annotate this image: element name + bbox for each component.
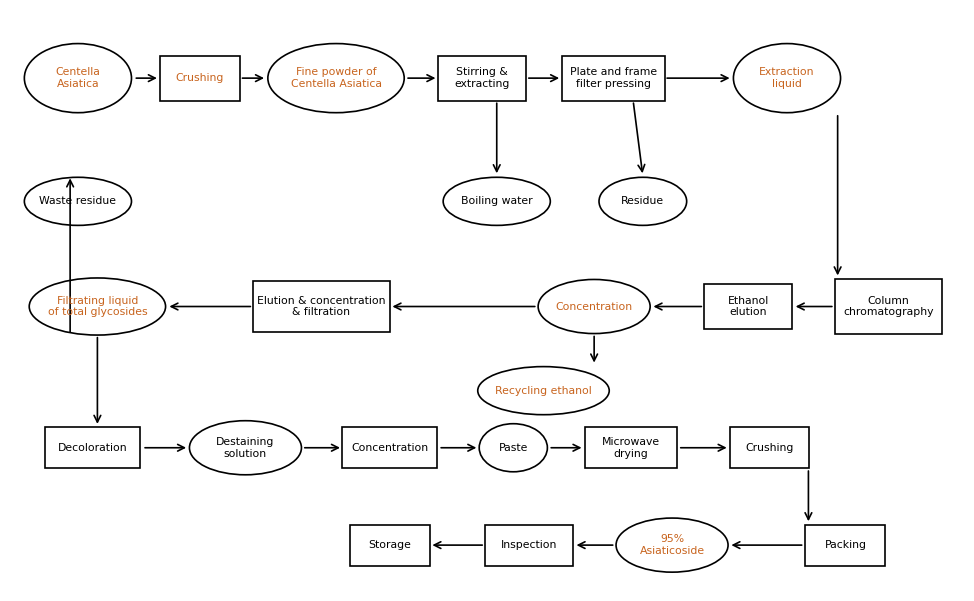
Text: Column
chromatography: Column chromatography: [843, 296, 933, 317]
Text: Waste residue: Waste residue: [39, 197, 117, 206]
Text: Extraction
liquid: Extraction liquid: [760, 67, 814, 89]
Bar: [835, 279, 942, 334]
Bar: [704, 284, 792, 329]
Bar: [160, 55, 240, 100]
Text: Stirring &
extracting: Stirring & extracting: [455, 67, 509, 89]
Text: Filtrating liquid
of total glycosides: Filtrating liquid of total glycosides: [48, 296, 147, 317]
Text: Ethanol
elution: Ethanol elution: [728, 296, 768, 317]
Bar: [563, 55, 664, 100]
Text: Inspection: Inspection: [501, 540, 557, 550]
Text: Storage: Storage: [368, 540, 411, 550]
Text: Boiling water: Boiling water: [461, 197, 533, 206]
Text: Elution & concentration
& filtration: Elution & concentration & filtration: [257, 296, 386, 317]
Text: Residue: Residue: [621, 197, 664, 206]
Text: Plate and frame
filter pressing: Plate and frame filter pressing: [570, 67, 657, 89]
Text: Decoloration: Decoloration: [57, 443, 128, 453]
Text: Concentration: Concentration: [351, 443, 429, 453]
Bar: [438, 55, 526, 100]
Bar: [350, 525, 430, 566]
Text: Packing: Packing: [824, 540, 867, 550]
Text: Recycling ethanol: Recycling ethanol: [495, 386, 592, 395]
Text: Crushing: Crushing: [175, 73, 224, 83]
Text: Crushing: Crushing: [745, 443, 794, 453]
Bar: [253, 281, 390, 332]
Bar: [342, 427, 437, 468]
Text: Fine powder of
Centella Asiatica: Fine powder of Centella Asiatica: [290, 67, 382, 89]
Text: 95%
Asiaticoside: 95% Asiaticoside: [640, 534, 704, 556]
Bar: [584, 427, 678, 468]
Text: Concentration: Concentration: [555, 302, 633, 311]
Text: Centella
Asiatica: Centella Asiatica: [56, 67, 100, 89]
Bar: [485, 525, 573, 566]
Text: Paste: Paste: [499, 443, 528, 453]
Text: Destaining
solution: Destaining solution: [216, 437, 275, 459]
Bar: [730, 427, 809, 468]
Bar: [45, 427, 140, 468]
Text: Microwave
drying: Microwave drying: [602, 437, 660, 459]
Bar: [805, 525, 885, 566]
